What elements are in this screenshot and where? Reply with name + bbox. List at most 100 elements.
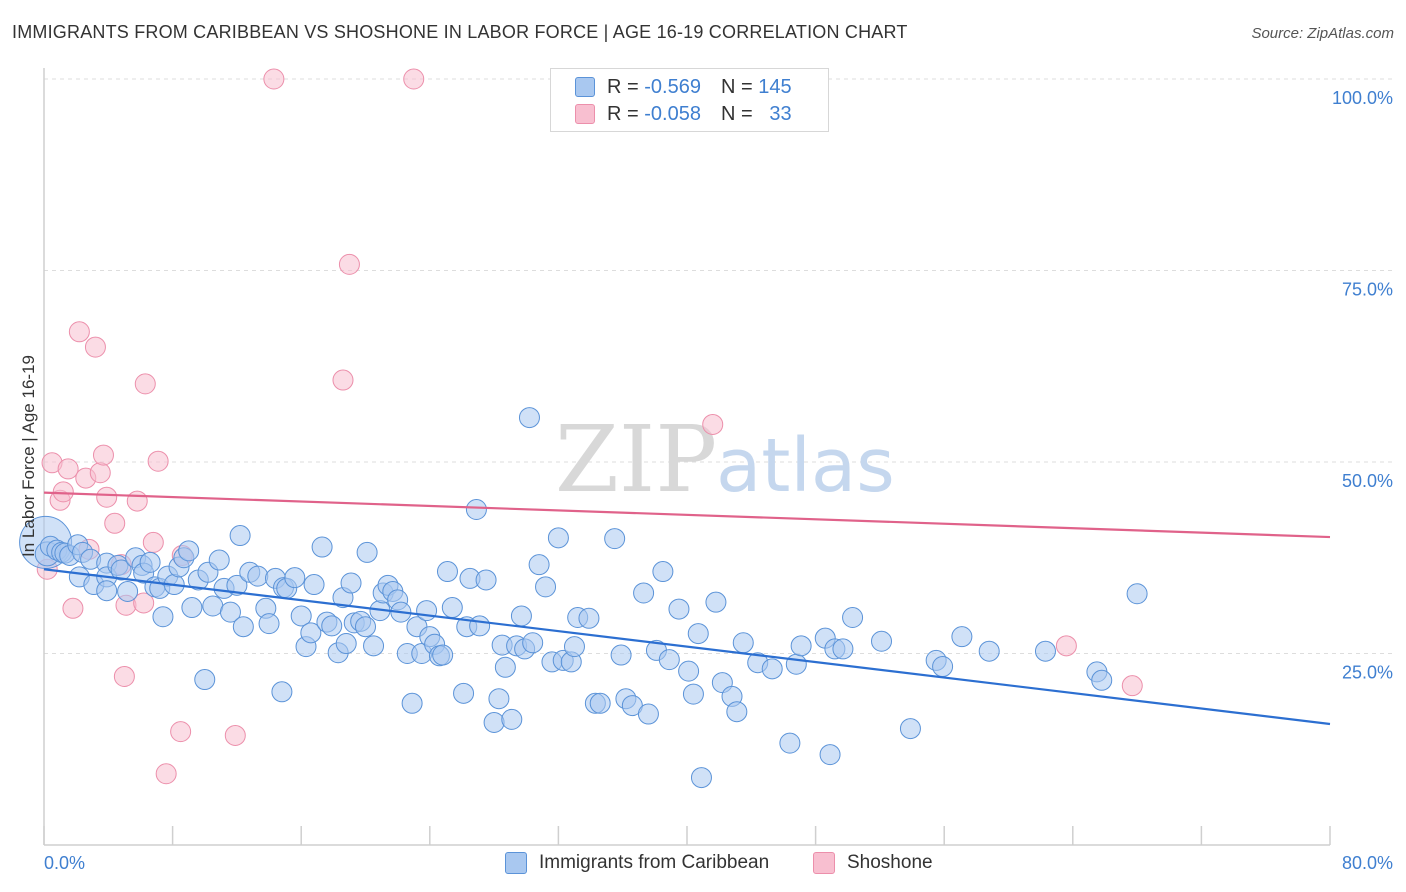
caribbean-points xyxy=(19,407,1148,789)
caribbean-point xyxy=(682,683,704,705)
watermark-zip: ZIP xyxy=(555,406,717,513)
x-tick-labels: 0.0% 80.0% xyxy=(44,853,1393,873)
shoshone-legend-swatch xyxy=(813,852,835,874)
caribbean-legend-swatch xyxy=(505,852,527,874)
shoshone-point xyxy=(702,413,724,435)
caribbean-point xyxy=(117,580,139,602)
n-label: N = xyxy=(720,102,753,125)
caribbean-point xyxy=(899,718,921,740)
caribbean-point xyxy=(494,656,516,678)
caribbean-point xyxy=(321,615,343,637)
caribbean-point xyxy=(303,574,325,596)
caribbean-point xyxy=(340,572,362,594)
y-tick-label: 75.0% xyxy=(1342,280,1393,300)
caribbean-point xyxy=(732,632,754,654)
caribbean-point xyxy=(401,692,423,714)
n-label: N = xyxy=(720,75,753,98)
caribbean-point xyxy=(355,616,376,638)
caribbean-point xyxy=(356,541,378,563)
shoshone-point xyxy=(84,336,106,358)
x-tick-label: 0.0% xyxy=(44,853,85,873)
caribbean-point xyxy=(469,615,491,637)
caribbean-point xyxy=(652,561,674,583)
caribbean-point xyxy=(563,636,585,658)
y-tick-label: 25.0% xyxy=(1342,663,1393,683)
shoshone-point xyxy=(224,724,246,746)
caribbean-point xyxy=(785,653,807,675)
caribbean-point xyxy=(547,527,569,549)
x-tick-label: 80.0% xyxy=(1342,853,1393,873)
shoshone-point xyxy=(403,68,425,90)
shoshone-point xyxy=(62,597,84,619)
shoshone-point xyxy=(338,253,360,275)
caribbean-point xyxy=(219,601,241,623)
caribbean-point xyxy=(761,658,783,680)
caribbean-point xyxy=(453,682,475,704)
caribbean-point xyxy=(522,632,544,654)
caribbean-point xyxy=(194,669,216,691)
legend-row-caribbean: R = -0.569 N = 145 xyxy=(575,75,792,99)
shoshone-point xyxy=(52,481,74,503)
caribbean-point xyxy=(335,633,357,655)
shoshone-point xyxy=(113,665,135,687)
caribbean-point xyxy=(96,580,118,602)
caribbean-point xyxy=(510,605,532,627)
caribbean-point xyxy=(258,613,280,635)
caribbean-point xyxy=(678,660,700,682)
y-tick-labels: 100.0% 75.0% 50.0% 25.0% xyxy=(1332,88,1393,683)
caribbean-point xyxy=(637,703,659,725)
caribbean-point xyxy=(779,732,801,754)
caribbean-point xyxy=(690,767,712,789)
caribbean-point xyxy=(229,525,251,547)
caribbean-point xyxy=(465,498,487,520)
caribbean-point xyxy=(705,591,727,613)
caribbean-point xyxy=(518,407,540,429)
r-label: R = xyxy=(607,102,639,125)
shoshone-point xyxy=(263,68,285,90)
caribbean-point xyxy=(726,701,748,723)
r-value: -0.569 xyxy=(644,75,701,98)
legend-row-shoshone: R = -0.058 N = 33 xyxy=(575,102,792,126)
caribbean-point xyxy=(1126,583,1148,605)
caribbean-point xyxy=(658,649,680,671)
caribbean-point xyxy=(528,554,550,576)
caribbean-point xyxy=(978,640,1000,662)
y-tick-label: 50.0% xyxy=(1342,471,1393,491)
caribbean-point xyxy=(432,644,454,666)
n-value: 145 xyxy=(758,75,792,98)
shoshone-point xyxy=(147,450,169,472)
shoshone-point xyxy=(57,458,79,480)
legend-label: Immigrants from Caribbean xyxy=(539,852,770,873)
r-label: R = xyxy=(607,75,639,98)
caribbean-point xyxy=(202,595,224,617)
caribbean-point xyxy=(363,635,385,657)
caribbean-point xyxy=(604,528,626,550)
legend-label: Shoshone xyxy=(847,852,933,873)
caribbean-point xyxy=(535,576,557,598)
caribbean-point xyxy=(232,616,254,638)
watermark-atlas: atlas xyxy=(716,423,895,509)
legend-item-caribbean: Immigrants from Caribbean xyxy=(505,852,769,874)
trend-lines xyxy=(43,491,1331,726)
caribbean-point xyxy=(951,626,973,648)
caribbean-point xyxy=(300,622,322,644)
caribbean-point xyxy=(589,692,611,714)
caribbean-point xyxy=(668,598,690,620)
shoshone-point xyxy=(89,462,111,484)
caribbean-point xyxy=(842,606,864,628)
shoshone-point xyxy=(68,321,90,343)
n-value: 33 xyxy=(769,102,792,125)
shoshone-point xyxy=(332,369,354,391)
source-credit: Source: ZipAtlas.com xyxy=(1251,25,1394,42)
caribbean-trend-line xyxy=(43,568,1331,726)
shoshone-point xyxy=(96,486,118,508)
caribbean-point xyxy=(832,638,854,660)
caribbean-point xyxy=(271,681,293,703)
caribbean-point xyxy=(932,656,954,678)
shoshone-point xyxy=(1055,635,1077,657)
caribbean-point xyxy=(790,635,812,657)
shoshone-point xyxy=(170,721,192,743)
shoshone-point xyxy=(126,490,148,512)
caribbean-point xyxy=(110,559,132,581)
